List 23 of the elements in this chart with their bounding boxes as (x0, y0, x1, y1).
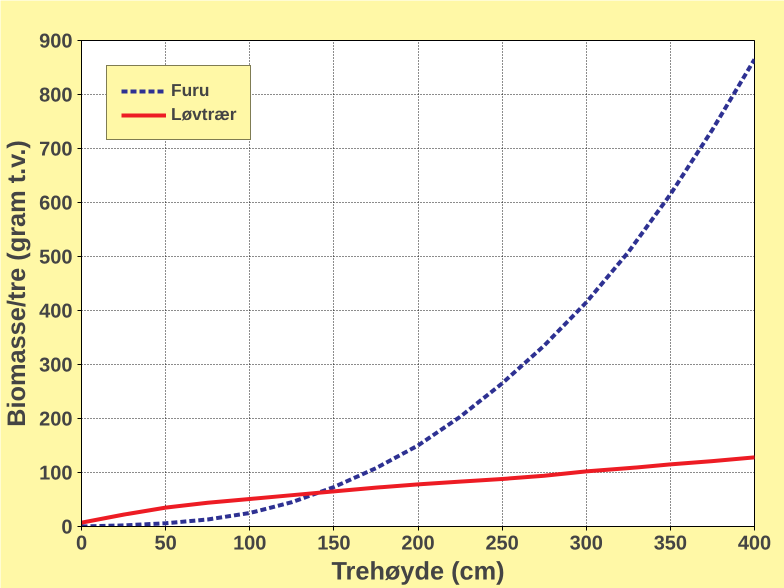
y-tick-label: 0 (61, 516, 72, 538)
legend-label: Furu (171, 80, 210, 101)
y-tick-label: 400 (39, 300, 73, 322)
y-axis-title: Biomasse/tre (gram t.v.) (3, 140, 32, 427)
y-tick-label: 700 (39, 138, 73, 160)
x-tick-label: 250 (485, 532, 519, 554)
y-tick-label: 300 (39, 354, 73, 376)
y-tick-label: 100 (39, 462, 73, 484)
y-tick-label: 600 (39, 192, 73, 214)
x-tick-label: 300 (570, 532, 603, 554)
legend-label: Løvtrær (171, 104, 236, 125)
x-tick-label: 400 (738, 532, 772, 554)
x-tick-label: 150 (317, 532, 351, 554)
x-tick-label: 0 (76, 532, 88, 554)
y-tick-label: 500 (39, 246, 73, 268)
y-tick-label: 800 (39, 84, 73, 106)
x-tick-label: 50 (154, 532, 177, 554)
x-tick-label: 100 (233, 532, 266, 554)
y-tick-label: 900 (39, 30, 73, 52)
x-tick-label: 200 (401, 532, 435, 554)
x-axis-title: Trehøyde (cm) (331, 558, 505, 586)
y-tick-label: 200 (39, 408, 73, 430)
x-tick-label: 350 (654, 532, 688, 554)
